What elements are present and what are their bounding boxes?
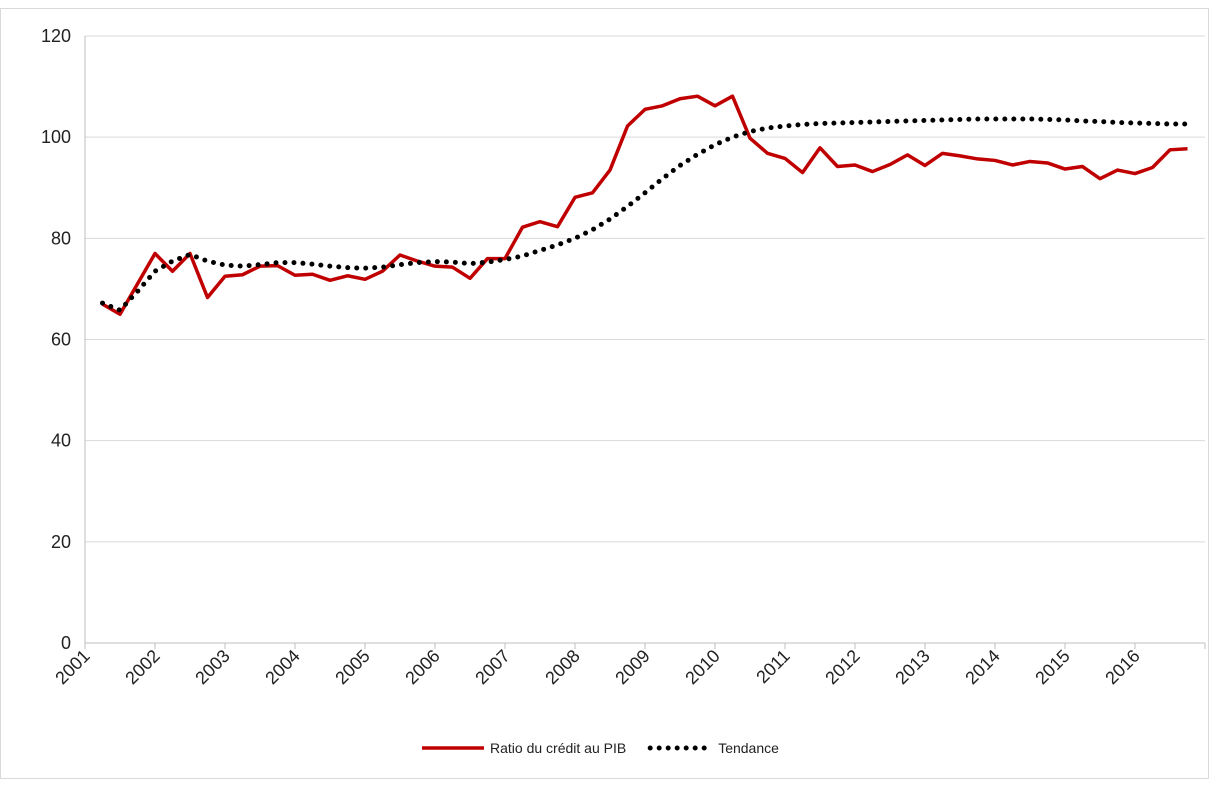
x-tick-label: 2013: [891, 646, 933, 688]
x-tick-label: 2011: [752, 646, 794, 688]
x-tick-label: 2006: [401, 646, 443, 688]
y-tick-label: 40: [51, 431, 71, 451]
x-tick-label: 2015: [1031, 646, 1073, 688]
y-tick-label: 0: [61, 633, 71, 653]
x-tick-label: 2001: [51, 646, 93, 688]
y-tick-label: 60: [51, 330, 71, 350]
x-tick-label: 2014: [961, 646, 1003, 688]
x-tick-label: 2008: [541, 646, 583, 688]
line-series: [100, 116, 1190, 314]
x-tick-label: 2010: [681, 646, 723, 688]
y-tick-label: 100: [41, 127, 71, 147]
legend-label: Tendance: [718, 740, 779, 756]
x-tick-label: 2009: [611, 646, 653, 688]
x-tick-label: 2002: [121, 646, 163, 688]
x-tick-label: 2012: [821, 646, 863, 688]
y-tick-label: 20: [51, 532, 71, 552]
x-tick-label: 2003: [191, 646, 233, 688]
x-tick-label: 2007: [471, 646, 513, 688]
x-tick-label: 2004: [261, 646, 303, 688]
x-tick-label: 2005: [331, 646, 373, 688]
x-tick-label: 2016: [1101, 646, 1143, 688]
line-series: [101, 94, 1188, 316]
legend-label: Ratio du crédit au PIB: [490, 740, 626, 756]
y-tick-label: 120: [41, 26, 71, 46]
y-tick-label: 80: [51, 228, 71, 248]
chart-frame: [0, 8, 1209, 779]
